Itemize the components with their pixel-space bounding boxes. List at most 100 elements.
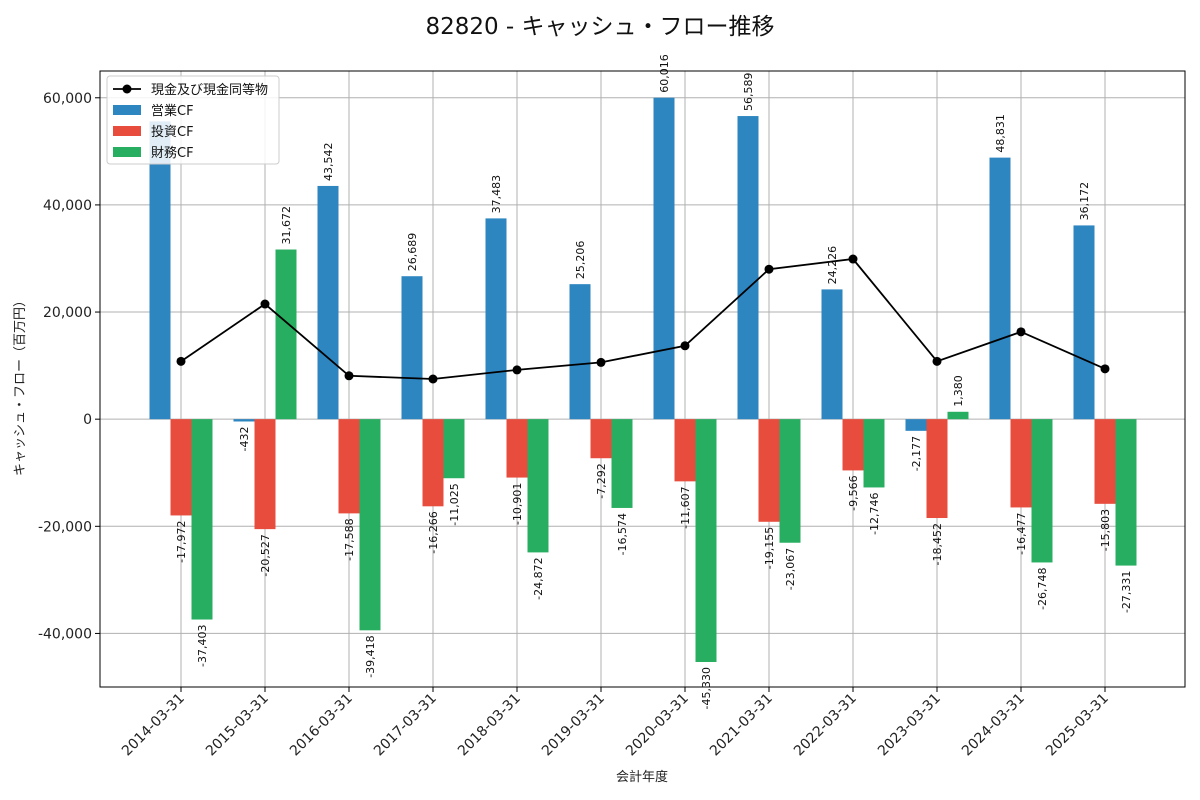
bar	[863, 419, 885, 488]
bar	[275, 249, 297, 420]
bar-value-label: 25,206	[574, 241, 587, 280]
cash-line-point	[680, 341, 690, 351]
y-tick-label: 20,000	[43, 305, 92, 321]
x-tick-label: 2024-03-31	[959, 691, 1028, 760]
cash-line-point	[848, 254, 858, 264]
bar-value-label: -16,477	[1015, 512, 1028, 554]
bar	[485, 218, 507, 420]
legend-label: 現金及び現金同等物	[151, 82, 268, 98]
bar-value-label: 36,172	[1078, 182, 1091, 221]
legend-label: 財務CF	[151, 146, 194, 161]
x-tick-label: 2021-03-31	[707, 691, 776, 760]
legend-label: 投資CF	[151, 124, 194, 140]
legend-box	[106, 75, 280, 165]
x-tick-label: 2019-03-31	[539, 691, 608, 760]
x-axis: 2014-03-31 2015-03-31 2016-03-31 2017-03-31…	[119, 687, 1112, 759]
bar	[569, 284, 591, 420]
bar-value-label: -432	[238, 426, 251, 451]
bar	[653, 97, 675, 420]
cash-line-path	[180, 258, 1106, 380]
bar-value-label: 1,380	[952, 375, 965, 407]
bar-value-label: 48,831	[994, 114, 1007, 153]
bar	[1094, 419, 1116, 504]
legend-swatch	[113, 147, 141, 157]
x-tick-label: 2025-03-31	[1043, 691, 1112, 760]
x-tick-label: 2020-03-31	[623, 691, 692, 760]
bar	[821, 289, 843, 420]
cash-line-point	[512, 365, 522, 375]
plot-frame	[99, 70, 1186, 688]
cash-line-point	[260, 299, 270, 309]
cash-line-point	[1100, 364, 1110, 374]
bar-value-label: -27,331	[1120, 571, 1133, 613]
bar	[947, 411, 969, 420]
data-labels: -432 43,542 26,689 37,483 25,206 60,016 56,589…	[175, 54, 1133, 709]
x-tick-label: 2023-03-31	[875, 691, 944, 760]
bar-value-label: -12,746	[868, 492, 881, 534]
x-tick-label: 2017-03-31	[371, 691, 440, 760]
legend-swatch-marker	[122, 84, 132, 94]
bar-value-label: -7,292	[595, 463, 608, 498]
bar-value-label: -16,574	[616, 513, 629, 555]
bar	[779, 419, 801, 543]
bars	[149, 97, 1137, 662]
bar-value-label: 24,226	[826, 246, 839, 285]
y-axis-label: キャッシュ・フロー（百万円）	[13, 294, 28, 476]
chart-title: 82820 - キャッシュ・フロー推移	[425, 14, 774, 40]
bar-value-label: 26,689	[406, 233, 419, 272]
x-tick-label: 2015-03-31	[203, 691, 272, 760]
bar-value-label: -37,403	[196, 625, 209, 667]
bar-value-label: -19,155	[763, 527, 776, 569]
y-tick-label: 60,000	[43, 91, 92, 107]
bar	[149, 121, 171, 420]
cash-line-point	[764, 264, 774, 274]
bar	[317, 185, 339, 420]
bar	[170, 419, 192, 516]
bar-value-label: -15,803	[1099, 509, 1112, 551]
y-tick-label: -20,000	[38, 519, 92, 535]
y-axis: -40,000 -20,000 0 20,000 40,000 60,000	[38, 91, 100, 642]
bar-value-label: -2,177	[910, 436, 923, 471]
x-tick-label: 2016-03-31	[287, 691, 356, 760]
y-tick-label: 40,000	[43, 198, 92, 214]
bar-value-label: -23,067	[784, 548, 797, 590]
bar-value-label: -16,266	[427, 511, 440, 553]
legend-label: 営業CF	[151, 103, 194, 119]
bar-value-label: -18,452	[931, 523, 944, 565]
bar-value-label: -39,418	[364, 635, 377, 677]
x-tick-label: 2018-03-31	[455, 691, 524, 760]
grid	[100, 71, 1185, 687]
cash-line-point	[1016, 327, 1026, 337]
bar-value-label: -9,566	[847, 475, 860, 510]
bar-value-label: 43,542	[322, 142, 335, 181]
legend-swatch	[113, 105, 141, 115]
bar	[443, 419, 465, 479]
cash-line-point	[932, 356, 942, 366]
bar	[842, 419, 864, 471]
bar	[1031, 419, 1053, 563]
y-tick-label: 0	[83, 412, 92, 428]
x-tick-label: 2022-03-31	[791, 691, 860, 760]
bar-value-label: -20,527	[259, 534, 272, 576]
bar	[758, 419, 780, 522]
bar-value-label: -24,872	[532, 557, 545, 599]
x-axis-label: 会計年度	[616, 769, 668, 785]
bar	[1115, 419, 1137, 566]
bar	[590, 419, 612, 459]
cash-line-point	[596, 357, 606, 367]
bar	[338, 419, 360, 514]
cash-line-point	[176, 356, 186, 366]
bar-value-label: -26,748	[1036, 567, 1049, 609]
bar	[422, 419, 444, 507]
bar-value-label: -10,901	[511, 483, 524, 525]
bar-value-label: 37,483	[490, 175, 503, 214]
bar-value-label: -11,607	[679, 486, 692, 528]
bar	[905, 419, 927, 431]
bar	[989, 157, 1011, 420]
bar	[1073, 225, 1095, 420]
bar-value-label: 31,672	[280, 206, 293, 245]
legend-swatch	[113, 126, 141, 136]
bar	[254, 419, 276, 530]
y-tick-label: -40,000	[38, 626, 92, 642]
